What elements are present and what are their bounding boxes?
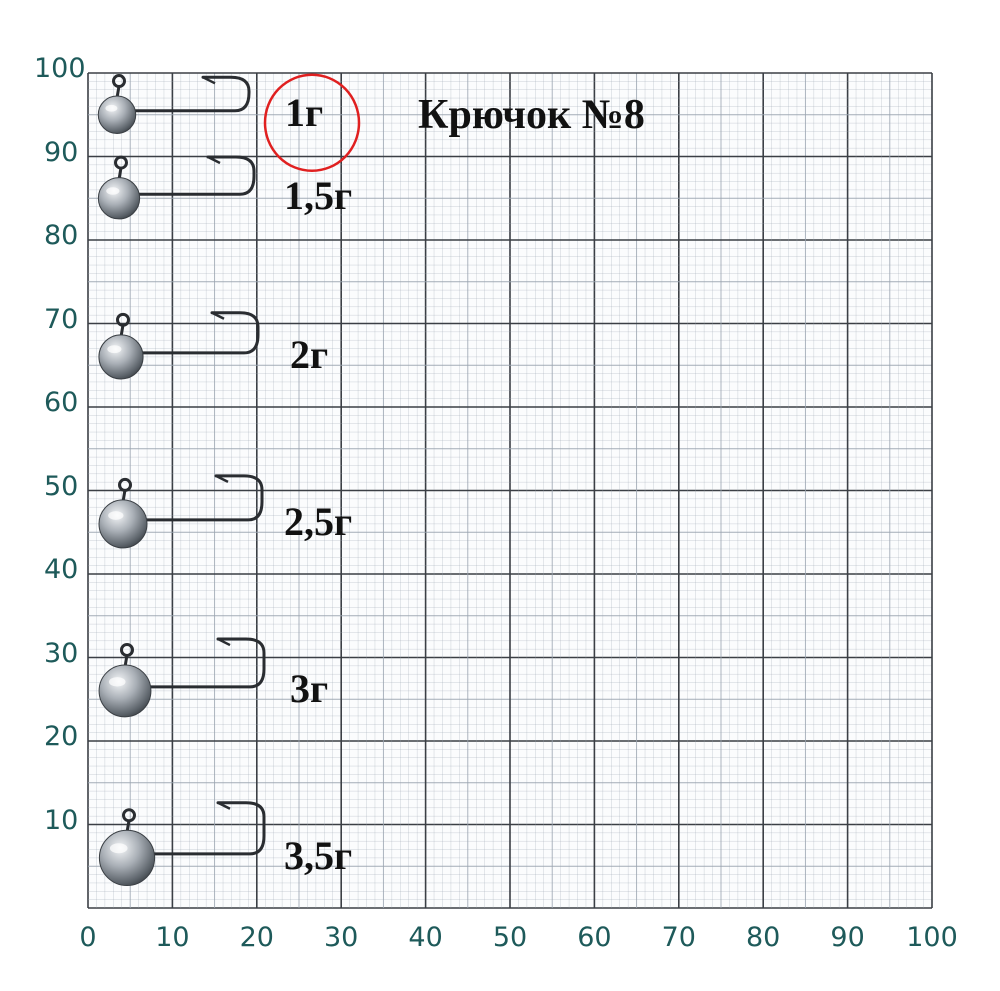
jig-hook-icon: [98, 474, 264, 549]
x-axis-label: 60: [577, 922, 612, 953]
hook-barb: [211, 311, 225, 320]
y-axis-label: 100: [34, 53, 86, 84]
eyelet-ring: [120, 642, 134, 657]
hook-barb: [217, 637, 231, 647]
lead-head: [98, 499, 148, 549]
jig-hook-icon: [98, 311, 260, 380]
lead-highlight: [108, 511, 124, 520]
weight-label: 1,5г: [284, 173, 353, 219]
eyelet-ring: [112, 74, 126, 89]
x-axis-label: 80: [746, 922, 781, 953]
x-axis-label: 20: [239, 922, 274, 953]
hook-wire: [130, 75, 251, 113]
hook-wire: [137, 311, 260, 355]
hook-title: Крючок №8: [418, 92, 645, 138]
hook-wire: [145, 637, 266, 689]
lead-highlight: [107, 345, 122, 354]
x-axis-label: 40: [408, 922, 443, 953]
hook-barb: [217, 801, 231, 810]
jig-hook-icon: [97, 74, 251, 134]
jig-hook-icon: [97, 155, 256, 220]
weight-label: 3г: [290, 665, 329, 711]
x-axis-label: 70: [661, 922, 696, 953]
y-axis-label: 70: [44, 303, 79, 335]
hook-wire: [134, 155, 256, 196]
lead-highlight: [105, 104, 118, 112]
x-axis-label: 50: [492, 922, 528, 953]
weight-label: 2г: [290, 331, 329, 377]
lead-head: [98, 664, 152, 718]
lead-head: [98, 829, 156, 887]
eyelet-ring: [116, 312, 130, 327]
y-axis-label: 20: [44, 721, 79, 752]
y-axis-label: 80: [44, 220, 79, 251]
weight-label: 3,5г: [284, 832, 353, 878]
y-axis-label: 90: [44, 136, 79, 168]
x-axis-label: 100: [906, 922, 958, 953]
lead-head: [98, 334, 144, 380]
hook-barb: [215, 474, 229, 484]
lead-highlight: [109, 843, 128, 854]
y-axis-label: 30: [44, 637, 79, 669]
eyelet-ring: [118, 477, 132, 492]
jig-hook-icon: [98, 801, 266, 887]
weight-label: 1г: [285, 89, 324, 135]
x-axis-label: 30: [324, 922, 359, 953]
y-axis-label: 60: [44, 387, 79, 418]
hook-wire: [149, 801, 266, 856]
weight-label: 2,5г: [284, 498, 353, 544]
y-axis-label: 50: [44, 470, 79, 502]
lead-highlight: [106, 187, 120, 195]
x-axis-label: 90: [830, 922, 865, 953]
lead-highlight: [108, 677, 126, 687]
eyelet-ring: [114, 155, 128, 170]
jig-hook-icon: [98, 637, 266, 718]
x-axis-label: 0: [79, 922, 97, 953]
highlight-circle: [263, 73, 361, 172]
lead-head: [97, 95, 137, 134]
x-axis-label: 10: [155, 922, 190, 953]
y-axis-label: 40: [44, 554, 79, 585]
hook-wire: [141, 474, 264, 522]
eyelet-ring: [122, 808, 136, 823]
hook-barb: [202, 76, 216, 85]
hook-barb: [207, 155, 221, 165]
lead-head: [97, 177, 141, 220]
y-axis-label: 10: [44, 804, 79, 836]
